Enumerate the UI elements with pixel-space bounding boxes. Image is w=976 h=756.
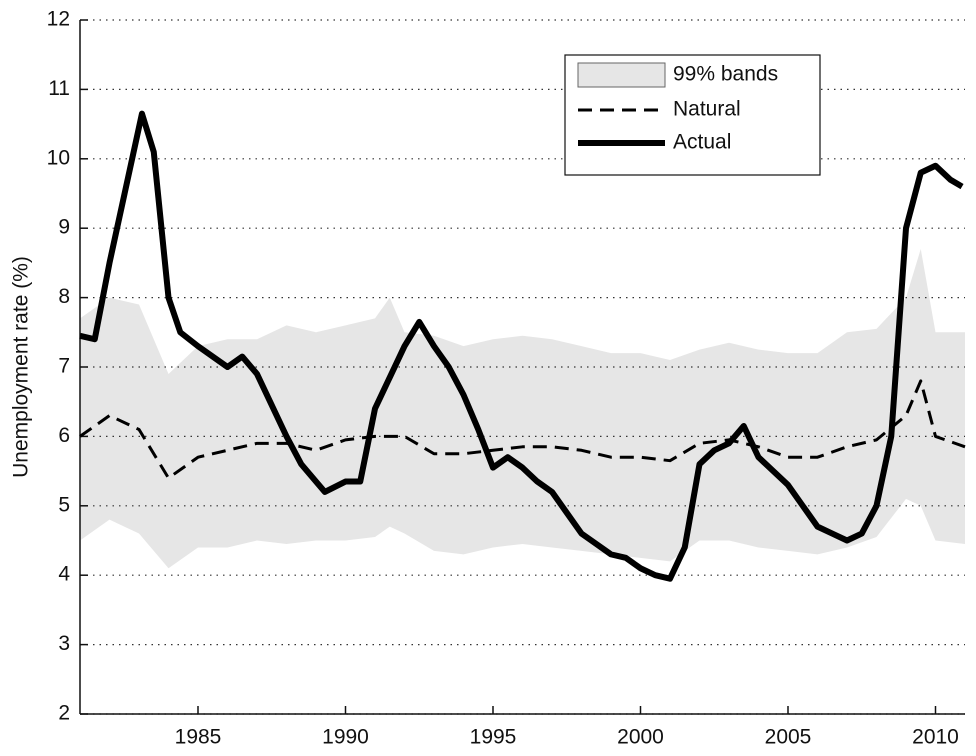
y-tick-label: 12 <box>47 8 70 31</box>
x-tick-label: 2010 <box>912 726 959 749</box>
y-tick-label: 3 <box>58 632 70 655</box>
y-tick-label: 7 <box>58 355 70 378</box>
y-tick-label: 10 <box>47 146 70 169</box>
y-axis-label: Unemployment rate (%) <box>10 256 33 478</box>
legend-label: Natural <box>673 98 741 121</box>
y-tick-label: 11 <box>48 77 70 100</box>
x-tick-label: 2005 <box>765 726 812 749</box>
legend-label: 99% bands <box>673 63 778 86</box>
y-tick-label: 9 <box>58 216 70 239</box>
legend-swatch <box>577 62 666 88</box>
legend-label: Actual <box>673 131 731 154</box>
line <box>79 379 966 480</box>
line <box>79 110 964 582</box>
y-tick-label: 4 <box>58 563 70 586</box>
confidence-band <box>80 249 965 569</box>
y-tick-label: 2 <box>58 702 70 725</box>
x-tick-label: 1990 <box>322 726 369 749</box>
x-tick-label: 1995 <box>470 726 517 749</box>
y-tick-label: 8 <box>58 285 70 308</box>
y-tick-label: 6 <box>58 424 70 447</box>
x-tick-label: 1985 <box>175 726 222 749</box>
x-tick-label: 2000 <box>617 726 664 749</box>
y-tick-label: 5 <box>58 493 70 516</box>
